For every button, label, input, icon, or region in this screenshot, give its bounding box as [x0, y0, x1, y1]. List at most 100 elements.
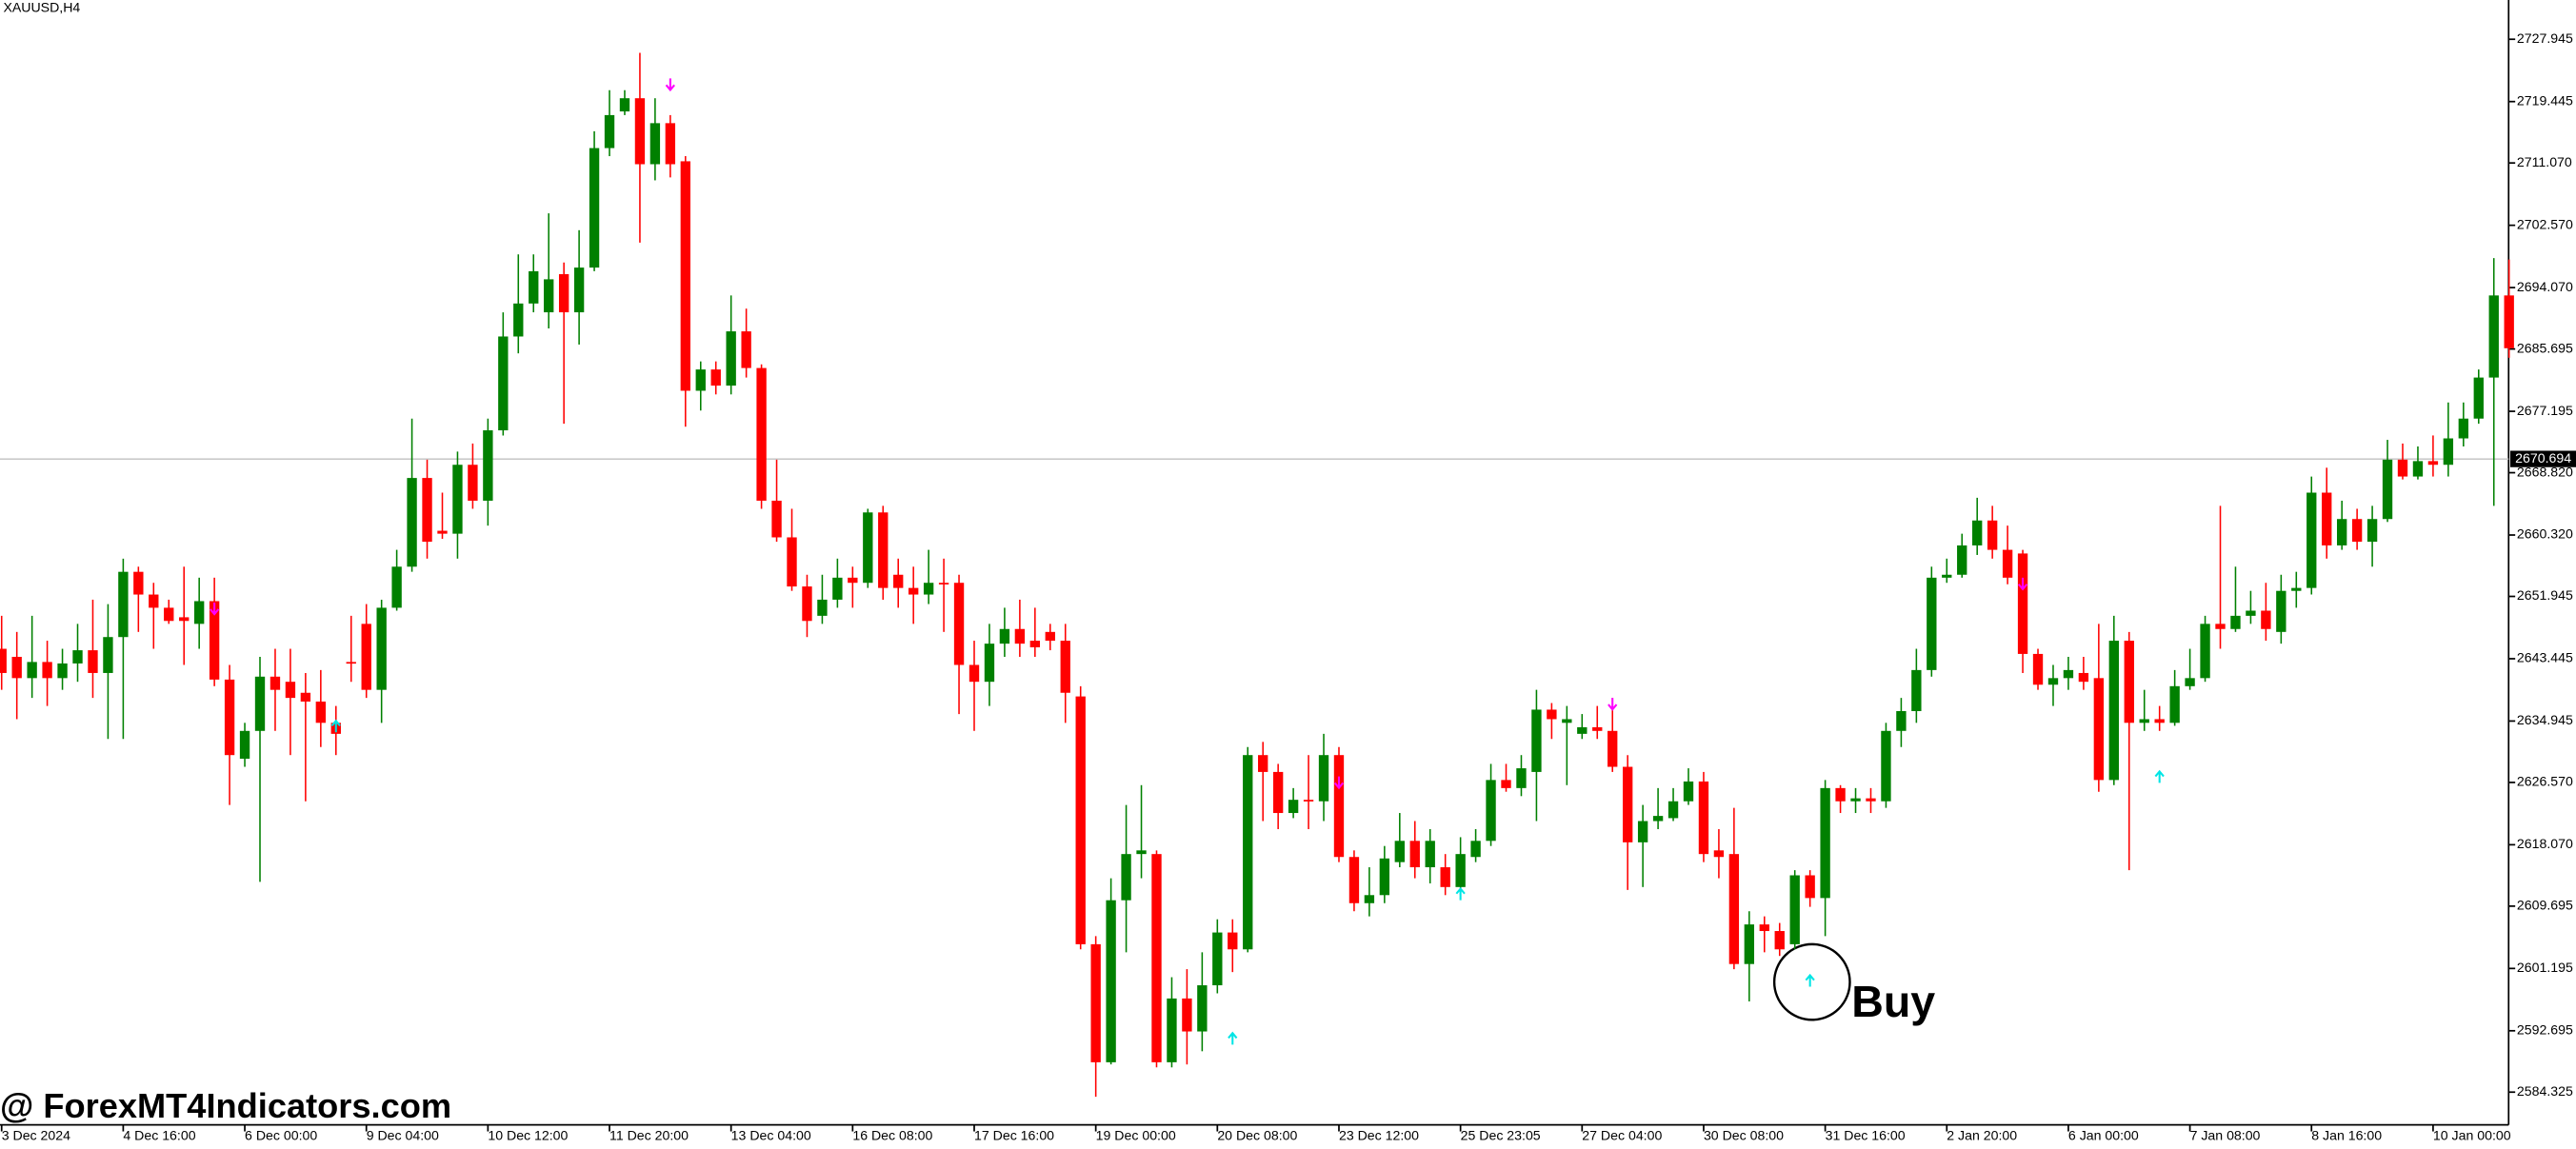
candle-body — [2366, 519, 2378, 543]
x-tick-label: 10 Jan 00:00 — [2433, 1127, 2511, 1142]
current-price-box — [2509, 450, 2576, 467]
candle-body — [2504, 295, 2514, 348]
candle-body — [42, 662, 52, 679]
candle-body — [209, 601, 220, 680]
buy-arrow — [2154, 769, 2165, 783]
y-tick-label: 2719.445 — [2517, 92, 2573, 108]
x-tick-label: 20 Dec 08:00 — [1217, 1127, 1297, 1142]
candle-body — [1562, 719, 1572, 723]
candle-body — [285, 682, 296, 699]
x-tick-label: 6 Jan 00:00 — [2068, 1127, 2139, 1142]
candle-body — [1303, 800, 1314, 802]
candle-body — [1364, 895, 1375, 903]
candle-body — [573, 267, 585, 313]
x-tick-label: 17 Dec 16:00 — [974, 1127, 1054, 1142]
y-tick-label: 2643.445 — [2517, 650, 2573, 665]
candle-body — [1136, 850, 1147, 855]
candle-body — [1228, 932, 1238, 950]
candle-body — [88, 650, 98, 673]
candle-body — [848, 577, 858, 584]
x-tick-label: 23 Dec 12:00 — [1339, 1127, 1419, 1142]
y-tick-label: 2626.570 — [2517, 774, 2573, 789]
candle-body — [422, 478, 432, 543]
candle-body — [832, 577, 843, 600]
x-tick-label: 27 Dec 04:00 — [1582, 1127, 1662, 1142]
candle-body — [2276, 590, 2286, 632]
candle-body — [2063, 669, 2074, 679]
candle-body — [1258, 755, 1268, 772]
sell-arrow — [2017, 577, 2028, 591]
sell-arrow — [665, 78, 675, 92]
candle-body — [2002, 549, 2013, 578]
candle-body — [2261, 610, 2271, 629]
sell-arrow — [1333, 776, 1345, 790]
candle-body — [270, 676, 281, 690]
candle-body — [1455, 854, 1466, 887]
candle-body — [2458, 418, 2469, 439]
candle-body — [2047, 678, 2059, 685]
candle-body — [2200, 624, 2210, 679]
candle-body — [72, 650, 83, 664]
annotation: Buy — [1851, 977, 1935, 1026]
x-tick-label: 8 Jan 16:00 — [2311, 1127, 2382, 1142]
candle-body — [2185, 678, 2195, 686]
y-tick-label: 2651.945 — [2517, 587, 2573, 603]
candle-body — [407, 478, 417, 567]
candle-body — [665, 123, 676, 165]
candle-body — [1744, 924, 1755, 964]
x-tick-label: 19 Dec 00:00 — [1096, 1127, 1176, 1142]
candle-body — [1622, 766, 1633, 842]
candle-body — [1683, 781, 1694, 802]
candle-body — [680, 161, 690, 391]
x-tick-label: 6 Dec 00:00 — [245, 1127, 317, 1142]
candle-body — [999, 628, 1010, 644]
candle-body — [968, 664, 980, 683]
candle-body — [239, 730, 250, 760]
candle-body — [1531, 709, 1542, 772]
y-tick-label: 2584.325 — [2517, 1083, 2573, 1099]
y-tick-label: 2711.070 — [2517, 154, 2572, 169]
candle-body — [649, 123, 661, 165]
candle-body — [1197, 985, 1208, 1032]
candle-body — [1652, 816, 1664, 822]
buy-arrow — [330, 719, 341, 733]
candle-body — [1394, 841, 1405, 862]
candle-body — [619, 98, 630, 112]
candle-body — [695, 369, 706, 391]
candle-body — [1805, 875, 1815, 899]
candle-body — [1167, 998, 1177, 1062]
candle-body — [726, 331, 736, 386]
candle-body — [1348, 857, 1360, 903]
candle-body — [1106, 900, 1116, 1062]
candle-body — [2230, 615, 2241, 629]
x-tick-label: 31 Dec 16:00 — [1826, 1127, 1906, 1142]
candle-body — [1151, 854, 1162, 1062]
candle-body — [2169, 685, 2180, 723]
candle-body — [1850, 798, 1861, 802]
candle-body — [1866, 798, 1876, 802]
candle-body — [589, 148, 600, 268]
y-tick-label: 2685.695 — [2517, 340, 2573, 355]
x-tick-label: 16 Dec 08:00 — [852, 1127, 932, 1142]
x-tick-label: 9 Dec 04:00 — [367, 1127, 439, 1142]
candle-body — [1667, 801, 1679, 819]
x-tick-label: 4 Dec 16:00 — [123, 1127, 195, 1142]
sell-arrow — [210, 603, 220, 616]
candle-body — [1333, 755, 1345, 858]
x-tick-label: 11 Dec 20:00 — [609, 1127, 689, 1142]
candle-body — [2351, 519, 2363, 543]
candle-body — [1470, 841, 1481, 858]
y-tick-label: 2660.320 — [2517, 526, 2573, 542]
candle-body — [817, 599, 828, 616]
annotation-circle — [1772, 942, 1851, 1021]
candle-body — [1637, 821, 1648, 842]
candle-body — [2336, 519, 2347, 545]
candle-body — [1592, 726, 1603, 731]
candle-body — [1045, 631, 1055, 642]
x-tick-label: 7 Jan 08:00 — [2190, 1127, 2261, 1142]
candle-body — [529, 270, 539, 304]
buy-arrow — [1805, 973, 1815, 987]
candle-body — [300, 692, 311, 702]
candle-body — [2154, 719, 2165, 723]
